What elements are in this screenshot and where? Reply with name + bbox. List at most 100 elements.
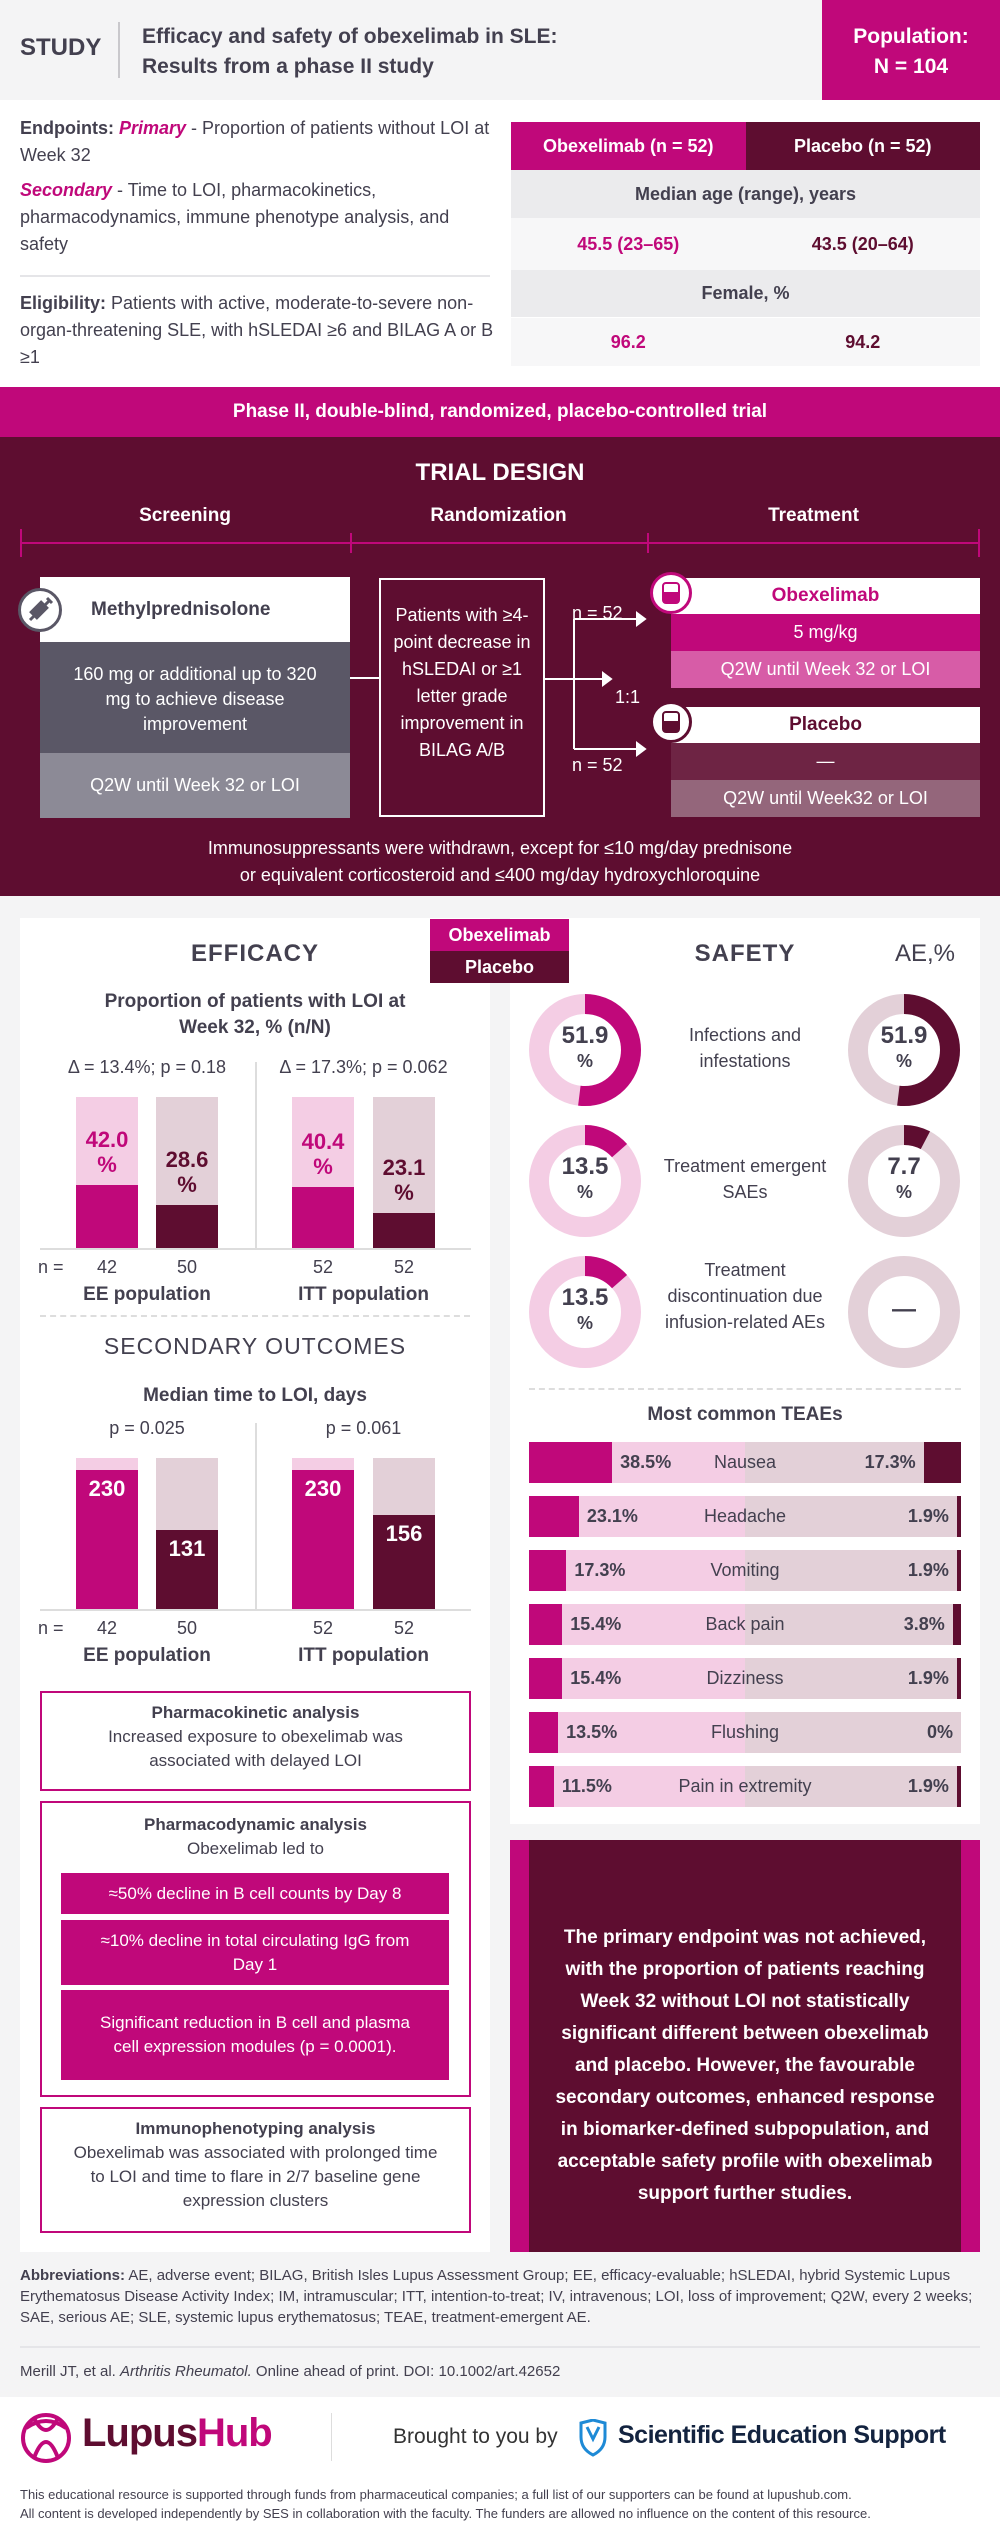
bar-placebo [373,1514,435,1609]
safety-row-label: Treatment emergent SAEs [663,1156,827,1202]
donut-obex [529,1125,641,1237]
chart-title-median-time: Median time to LOI, days [143,1385,367,1406]
logo-part: Lupus [82,2411,198,2455]
pk-text: Increased exposure to obexelimab was ass… [108,1727,403,1770]
eligibility-label: Eligibility: [20,293,107,313]
teae-placebo-value: 0% [926,1722,953,1742]
data-label: 23.1 % [382,1155,426,1206]
n-value: 50 [176,1618,198,1638]
pd-item: ≈10% decline in total circulating IgG fr… [61,1920,449,1985]
syringe-icon [18,588,62,632]
cell-placebo: 94.2 [845,331,881,352]
iv-bag-icon [650,572,692,614]
n-label: n = [38,1257,64,1277]
teae-row: 17.3% Vomiting 1.9% [529,1550,961,1591]
endpoints-label: Endpoints: [20,118,114,138]
donut-slice [848,994,960,1106]
percent-sign: % [576,1182,593,1202]
divider [529,1388,961,1390]
table-row: 96.2 94.2 [511,318,980,366]
row-label-female: Female, % [511,270,980,317]
safety-title: SAFETY [694,940,796,967]
population-value: N = 104 [873,55,949,78]
title-line: Efficacy and safety of obexelimab in SLE… [142,25,558,48]
teae-row: 23.1% Headache 1.9% [529,1496,961,1537]
population-label: ITT population [298,1284,429,1305]
n-placebo: n = 52 [572,755,623,775]
donut-placebo [848,1256,960,1368]
teae-label: Flushing [710,1722,780,1742]
column-obexelimab: Obexelimab (n = 52) [511,122,746,170]
stat-label: Δ = 17.3%; p = 0.062 [279,1057,448,1077]
teae-obex-value: 13.5% [566,1722,618,1742]
legend-obexelimab: Obexelimab [430,919,569,951]
safety-row-label: Treatment discontinuation due infusion-r… [664,1260,826,1332]
phase-randomization: Randomization [430,505,567,526]
donut-slice [529,1125,641,1237]
group-divider [255,1062,257,1248]
data-label: 28.6 % [165,1146,209,1197]
citation-authors: Merill JT, et al. [20,2363,121,2380]
phase-treatment: Treatment [768,505,859,526]
screening-schedule: Q2W until Week 32 or LOI [40,753,350,818]
divider [40,1315,470,1317]
donut-slice [529,994,641,1106]
teae-placebo-value: 3.8% [903,1614,945,1634]
screening-drug: Methylprednisolone [40,577,350,642]
n-value: 50 [176,1257,198,1277]
teae-bar-placebo [956,1766,961,1807]
arm-obexelimab-dose: 5 mg/kg [671,614,980,651]
teae-bar-obexelimab [529,1604,563,1645]
donut-placebo [848,994,960,1106]
eligibility-value: Patients with active, moderate-to-severe… [20,293,494,367]
divider [20,2346,980,2348]
legend: Obexelimab Placebo [430,919,569,983]
trial-design: TRIAL DESIGN Screening Randomization Tre… [0,437,1000,896]
teae-bar-obexelimab [529,1550,567,1591]
teae-label: Vomiting [710,1560,780,1580]
phase-banner: Phase II, double-blind, randomized, plac… [0,387,1000,437]
phase-screening: Screening [139,505,231,526]
conclusion-box: The primary endpoint was not achieved, w… [510,1840,980,2252]
data-label: 156 [385,1520,423,1546]
table-header: Obexelimab (n = 52) Placebo (n = 52) [511,122,980,170]
bar-placebo [156,1529,218,1609]
donut-value: 51.9 [561,1022,609,1049]
teae-placebo-value: 1.9% [907,1506,949,1526]
randomization-criteria: Patients with ≥4-point decrease in hSLED… [379,578,545,817]
divider [20,275,490,277]
teae-obex-value: 17.3% [574,1560,626,1580]
secondary-text-block: Secondary - Time to LOI, pharmacokinetic… [20,177,480,258]
pd-item: Significant reduction in B cell and plas… [61,1990,449,2080]
stat-label: p = 0.025 [109,1418,185,1438]
cell-obex: 96.2 [610,331,646,352]
section-title: TRIAL DESIGN [415,459,585,486]
randomization-ratio: 1:1 [615,687,641,707]
population-label: EE population [83,1645,211,1666]
data-label: 40.4 % [301,1128,345,1179]
data-label: 230 [304,1476,342,1502]
percent-sign: % [576,1313,593,1333]
eligibility-text: Eligibility: Patients with active, moder… [20,290,500,371]
brought-by: Brought to you by [393,2425,558,2448]
teae-label: Dizziness [706,1668,784,1688]
percent-sign: % [576,1051,593,1071]
disclaimer-line: All content is developed independently b… [20,2506,871,2521]
teae-placebo-value: 1.9% [907,1560,949,1580]
teae-bar-placebo [952,1604,961,1645]
teae-title: Most common TEAEs [647,1404,843,1425]
teae-bar-obexelimab [529,1766,554,1807]
iv-bag-icon [650,701,692,743]
teae-bar-placebo [956,1658,961,1699]
secondary-text: - Time to LOI, pharmacokinetics, pharmac… [20,180,450,254]
data-label: 230 [88,1476,126,1502]
abbreviations: Abbreviations: AE, adverse event; BILAG,… [20,2265,980,2328]
teae-label: Back pain [705,1614,785,1634]
teae-bar-obexelimab [529,1496,579,1537]
timeline [20,529,980,557]
citation-journal: Arthritis Rheumatol. [120,2363,252,2380]
percent-sign: % [895,1051,912,1071]
teae-obex-value: 11.5% [561,1776,612,1796]
donut-track [848,1125,960,1237]
conclusion-text: The primary endpoint was not achieved, w… [529,1840,961,2252]
